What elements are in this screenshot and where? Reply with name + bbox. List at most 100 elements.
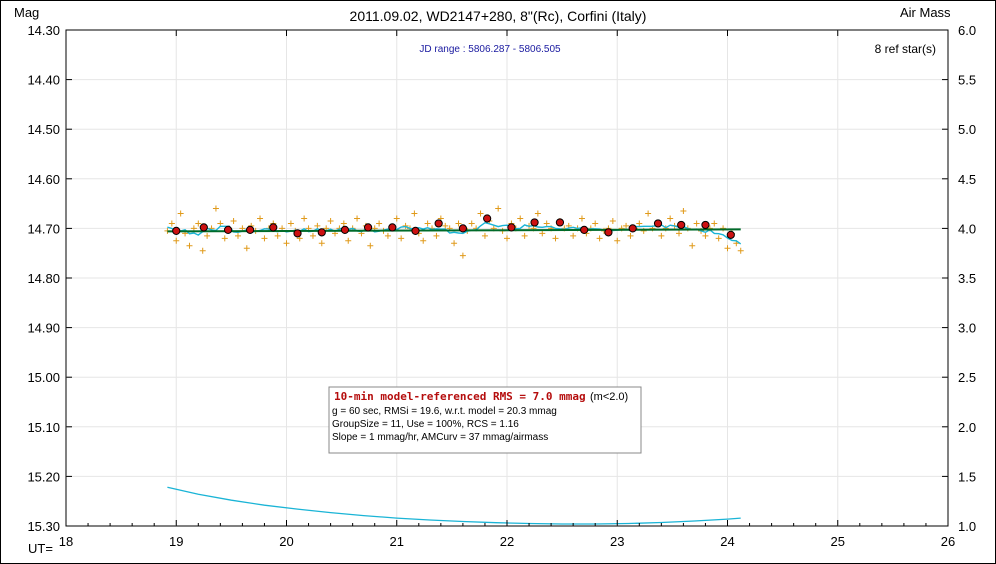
individual-point bbox=[230, 217, 237, 224]
binned-point bbox=[530, 218, 539, 227]
y-left-tick-label: 14.60 bbox=[27, 172, 60, 187]
y-left-tick-label: 15.30 bbox=[27, 519, 60, 534]
y-left-tick-label: 15.10 bbox=[27, 420, 60, 435]
y-right-tick-label: 1.0 bbox=[958, 519, 976, 534]
binned-point bbox=[555, 218, 565, 227]
individual-point bbox=[627, 232, 634, 239]
individual-point bbox=[327, 217, 334, 224]
y-left-tick-label: 14.50 bbox=[27, 122, 60, 137]
individual-point bbox=[274, 232, 281, 239]
binned-point bbox=[726, 230, 735, 239]
individual-point bbox=[195, 220, 202, 227]
binned-point bbox=[458, 224, 467, 233]
individual-point bbox=[411, 210, 418, 217]
y-right-tick-label: 3.0 bbox=[958, 321, 976, 336]
individual-point bbox=[468, 220, 475, 227]
y-left-tick-label: 15.20 bbox=[27, 469, 60, 484]
individual-point bbox=[354, 215, 361, 222]
stats-rms-suffix: (m<2.0) bbox=[590, 391, 628, 403]
individual-point bbox=[177, 210, 184, 217]
individual-point bbox=[168, 220, 175, 227]
x-tick-label: 22 bbox=[500, 534, 514, 549]
binned-point bbox=[246, 225, 255, 234]
x-tick-label: 26 bbox=[941, 534, 955, 549]
individual-point bbox=[287, 220, 294, 227]
binned-point bbox=[317, 228, 326, 237]
y-right-tick-label: 3.5 bbox=[958, 271, 976, 286]
binned-point bbox=[388, 223, 397, 232]
individual-point bbox=[481, 232, 488, 239]
binned-point bbox=[604, 228, 613, 237]
binned-point bbox=[507, 223, 516, 232]
individual-point bbox=[658, 232, 665, 239]
model-line bbox=[167, 221, 742, 245]
smoothed-trend bbox=[167, 221, 742, 245]
y-right-tick-label: 1.5 bbox=[958, 469, 976, 484]
individual-point bbox=[345, 237, 352, 244]
binned-point bbox=[653, 219, 663, 228]
individual-point bbox=[724, 245, 731, 252]
y-right-tick-label: 4.0 bbox=[958, 221, 976, 236]
individual-point bbox=[199, 247, 206, 254]
binned-point bbox=[434, 219, 443, 228]
individual-point bbox=[495, 205, 502, 212]
binned-point bbox=[677, 220, 686, 230]
individual-point bbox=[543, 220, 550, 227]
y-left-axis-label: Mag bbox=[14, 5, 39, 20]
binned-point bbox=[269, 223, 278, 232]
y-left-tick-label: 14.90 bbox=[27, 321, 60, 336]
binned-point bbox=[172, 226, 181, 235]
individual-point bbox=[693, 220, 700, 227]
individual-point bbox=[552, 235, 559, 242]
y-left-tick-label: 14.70 bbox=[27, 221, 60, 236]
stats-box bbox=[328, 386, 642, 454]
individual-point bbox=[459, 252, 466, 259]
individual-point bbox=[257, 215, 264, 222]
binned-point bbox=[580, 225, 589, 234]
y-right-tick-label: 2.5 bbox=[958, 370, 976, 385]
binned-point bbox=[628, 224, 637, 233]
binned-point bbox=[483, 214, 492, 223]
x-tick-label: 24 bbox=[720, 534, 734, 549]
individual-point bbox=[592, 220, 599, 227]
individual-point bbox=[314, 222, 321, 229]
binned-point bbox=[411, 226, 420, 235]
airmass-series bbox=[167, 486, 741, 525]
individual-point bbox=[521, 232, 528, 239]
individual-point bbox=[442, 222, 449, 229]
individual-point bbox=[204, 232, 211, 239]
binned-point bbox=[199, 223, 208, 232]
individual-point bbox=[596, 235, 603, 242]
individual-point bbox=[283, 240, 290, 247]
stats-line-2: g = 60 sec, RMSi = 19.6, w.r.t. model = … bbox=[332, 406, 557, 417]
individual-point bbox=[636, 220, 643, 227]
individual-point bbox=[376, 220, 383, 227]
x-tick-label: 23 bbox=[610, 534, 624, 549]
y-right-tick-label: 4.5 bbox=[958, 172, 976, 187]
x-tick-label: 21 bbox=[390, 534, 404, 549]
y-left-tick-label: 14.40 bbox=[27, 73, 60, 88]
x-tick-label: 19 bbox=[169, 534, 183, 549]
individual-point bbox=[675, 230, 682, 237]
model-line-segment bbox=[167, 228, 741, 233]
stats-rms-line: 10-min model-referenced RMS = 7.0 mmag bbox=[334, 390, 586, 403]
individual-point bbox=[623, 222, 630, 229]
individual-point bbox=[261, 235, 268, 242]
y-left-tick-label: 15.00 bbox=[27, 370, 60, 385]
individual-point bbox=[212, 205, 219, 212]
axis-ticks: 18 19 20 21 22 23 24 25 26 14.30 14.40 14.50 14.60 14… bbox=[27, 23, 976, 549]
individual-point bbox=[384, 232, 391, 239]
individual-point bbox=[609, 217, 616, 224]
y-right-tick-label: 5.5 bbox=[958, 73, 976, 88]
individual-point bbox=[221, 235, 228, 242]
stats-line-4: Slope = 1 mmag/hr, AMCurv = 37 mmag/airm… bbox=[332, 432, 548, 443]
ref-stars-label: 8 ref star(s) bbox=[875, 42, 936, 56]
stats-line-3: GroupSize = 11, Use = 100%, RCS = 1.16 bbox=[332, 419, 519, 430]
y-right-tick-label: 6.0 bbox=[958, 23, 976, 38]
individual-point bbox=[309, 232, 316, 239]
individual-point bbox=[234, 232, 241, 239]
x-axis-label: UT= bbox=[28, 541, 53, 556]
x-tick-label: 20 bbox=[279, 534, 293, 549]
individual-point bbox=[340, 220, 347, 227]
